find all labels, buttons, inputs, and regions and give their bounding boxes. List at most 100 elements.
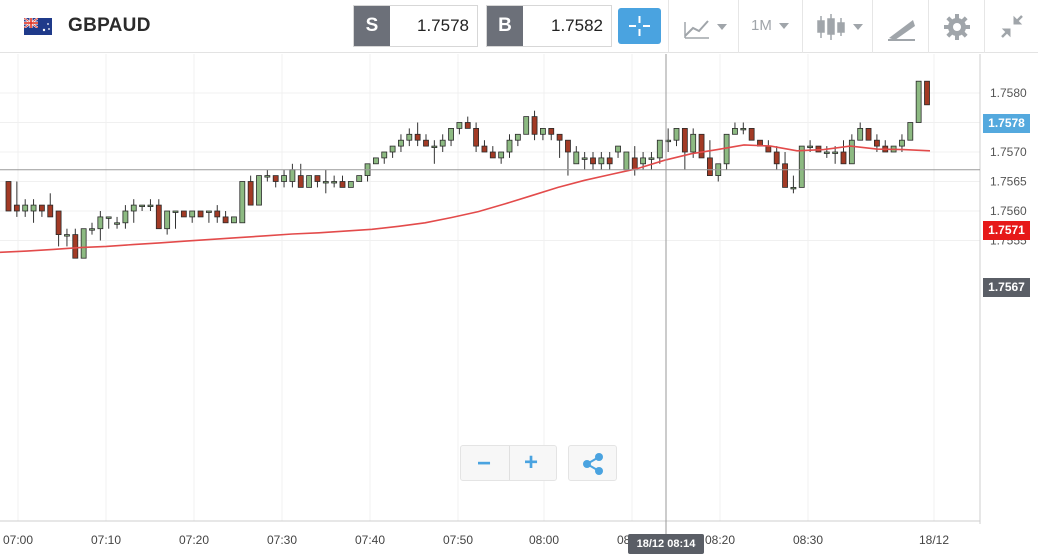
- candle-body: [55, 210, 62, 236]
- crosshair-button[interactable]: [618, 8, 661, 44]
- x-axis-tick-label: 18/12: [919, 533, 949, 547]
- buy-button[interactable]: B 1.7582: [486, 5, 612, 47]
- symbol-title: GBPAUD: [68, 15, 151, 36]
- gb-au-flag-icon: [24, 18, 52, 35]
- candle-body: [673, 128, 680, 141]
- timeframe-button[interactable]: 1M: [738, 0, 802, 53]
- candle-body: [289, 169, 296, 182]
- candle-body: [656, 139, 663, 159]
- collapse-button[interactable]: [984, 0, 1038, 53]
- candle-body: [790, 186, 797, 190]
- candle-body: [64, 234, 70, 237]
- y-axis-tick-label: 1.7580: [990, 86, 1027, 100]
- candle-body: [924, 80, 930, 106]
- candle-body: [690, 133, 697, 153]
- candle-body: [398, 139, 404, 147]
- zoom-in-label: +: [524, 449, 539, 476]
- candle-style-button[interactable]: [802, 0, 872, 53]
- candle-body: [239, 181, 246, 224]
- candle-body: [189, 210, 196, 218]
- candle-body: [89, 228, 95, 231]
- candle-body: [907, 122, 914, 141]
- y-axis-tick-label: 1.7560: [990, 204, 1027, 218]
- drawing-tool-button[interactable]: [872, 0, 928, 53]
- buy-price: 1.7582: [551, 16, 603, 35]
- candle-body: [197, 210, 204, 218]
- candlestick-chart[interactable]: 1.75551.75601.75651.75701.75751.758007:0…: [0, 54, 1038, 558]
- candle-body: [681, 128, 688, 153]
- candle-body: [322, 181, 329, 184]
- candle-body: [372, 157, 379, 165]
- candle-body: [865, 128, 872, 141]
- candle-body: [857, 128, 864, 141]
- gear-icon: [944, 14, 970, 40]
- candle-body: [915, 80, 922, 123]
- candle-body: [473, 128, 480, 147]
- candle-body: [423, 139, 429, 147]
- share-icon: [583, 453, 603, 475]
- candle-body: [30, 204, 37, 212]
- candle-body: [281, 175, 287, 182]
- timeframe-label: 1M: [751, 17, 772, 34]
- sell-price: 1.7578: [417, 16, 469, 35]
- candle-body: [80, 228, 87, 259]
- candle-body: [164, 210, 171, 230]
- x-axis-tick-label: 07:30: [267, 533, 297, 547]
- crosshair-icon: [629, 16, 650, 36]
- candle-body: [122, 210, 129, 224]
- candle-body: [707, 157, 713, 177]
- candle-body: [540, 128, 546, 135]
- candle-body: [498, 151, 505, 159]
- candle-body: [214, 210, 221, 218]
- candle-body: [264, 175, 271, 178]
- candle-body: [598, 157, 605, 165]
- x-axis-tick-label: 07:10: [91, 533, 121, 547]
- chart-type-button[interactable]: [668, 0, 738, 53]
- moving-average-line: [0, 144, 931, 254]
- sell-button[interactable]: S 1.7578: [353, 5, 478, 47]
- candle-body: [740, 128, 747, 131]
- candle-body: [640, 157, 646, 165]
- candle-body: [798, 145, 805, 188]
- candle-body: [531, 116, 538, 135]
- candle-body: [406, 133, 413, 141]
- price-chart[interactable]: 1.75551.75601.75651.75701.75751.758007:0…: [0, 54, 1038, 558]
- candle-body: [456, 122, 463, 129]
- candlestick-icon: [817, 14, 845, 40]
- zoom-controls: − +: [460, 445, 557, 481]
- buy-label: B: [487, 6, 523, 46]
- line-chart-icon: [684, 20, 709, 39]
- zoom-out-label: −: [477, 450, 492, 477]
- candle-body: [347, 181, 354, 188]
- candle-body: [256, 175, 262, 206]
- candle-body: [356, 175, 363, 182]
- candle-body: [556, 133, 563, 141]
- candle-body: [765, 145, 772, 153]
- candle-body: [506, 139, 513, 153]
- settings-button[interactable]: [928, 0, 984, 53]
- candle-body: [548, 128, 555, 135]
- candle-body: [590, 157, 596, 165]
- candle-body: [172, 210, 179, 213]
- candle-body: [565, 139, 571, 153]
- candle-body: [481, 145, 488, 153]
- crosshair-price-tag: 1.7567: [983, 278, 1030, 297]
- candle-body: [72, 234, 79, 259]
- x-axis-tick-label: 07:00: [3, 533, 33, 547]
- candle-body: [782, 163, 788, 188]
- candle-body: [272, 175, 279, 182]
- share-button[interactable]: [568, 445, 617, 481]
- candle-body: [606, 157, 613, 165]
- candle-body: [464, 122, 471, 129]
- candle-body: [130, 204, 137, 212]
- x-axis-tick-label: 07:20: [179, 533, 209, 547]
- candle-body: [431, 145, 438, 148]
- zoom-in-button[interactable]: +: [510, 446, 558, 480]
- x-axis-tick-label: 07:50: [443, 533, 473, 547]
- candle-body: [489, 151, 496, 159]
- candle-body: [231, 216, 237, 224]
- chart-toolbar: GBPAUD S 1.7578 B 1.7582 1M: [0, 0, 1038, 53]
- candle-body: [573, 151, 580, 165]
- candle-body: [331, 181, 338, 184]
- zoom-out-button[interactable]: −: [461, 446, 509, 480]
